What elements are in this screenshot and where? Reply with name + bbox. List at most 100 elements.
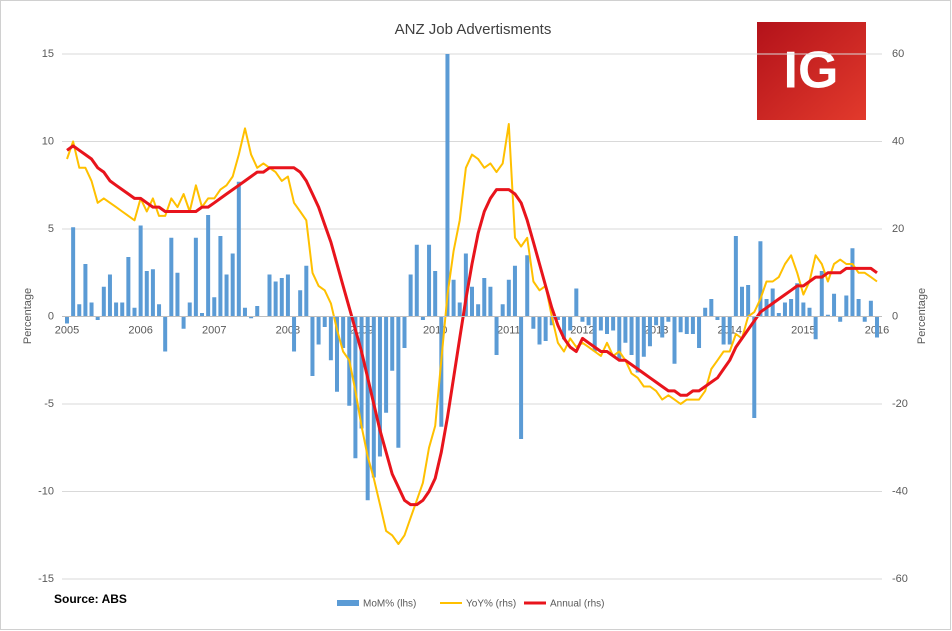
bar xyxy=(310,316,315,376)
bar xyxy=(555,316,560,320)
y2-tick-label: 0 xyxy=(892,310,898,322)
bar xyxy=(396,316,401,448)
x-tick-label: 2005 xyxy=(55,324,79,336)
bar xyxy=(451,279,456,317)
bar xyxy=(316,316,321,345)
bar xyxy=(721,316,726,345)
bar xyxy=(562,316,567,340)
bar xyxy=(801,302,806,317)
chart-title: ANZ Job Advertisments xyxy=(395,21,552,38)
legend-swatch xyxy=(337,600,359,606)
bar xyxy=(684,316,689,334)
bar xyxy=(193,237,198,317)
x-tick-label: 2007 xyxy=(202,324,226,336)
bar xyxy=(592,316,597,352)
bar xyxy=(672,316,677,364)
bar xyxy=(752,316,757,418)
bar xyxy=(83,264,88,317)
bar xyxy=(758,241,763,317)
bar xyxy=(776,313,781,317)
bar xyxy=(482,278,487,317)
bar xyxy=(703,307,708,317)
bar xyxy=(335,316,339,392)
bar xyxy=(715,316,720,320)
x-tick-label: 2006 xyxy=(128,324,152,336)
bar xyxy=(285,274,290,317)
bar xyxy=(273,281,278,317)
bar xyxy=(690,316,695,334)
x-tick-label: 2013 xyxy=(644,324,668,336)
bar xyxy=(304,265,309,317)
bar xyxy=(629,316,634,355)
bar xyxy=(255,306,260,317)
bar xyxy=(359,316,364,429)
bar xyxy=(187,302,192,317)
bar xyxy=(537,316,542,345)
bar xyxy=(875,316,879,338)
y-tick-label: 0 xyxy=(48,310,54,322)
bar xyxy=(414,244,419,317)
bar xyxy=(856,299,861,317)
bar xyxy=(292,316,297,352)
bar xyxy=(819,271,824,317)
bar xyxy=(384,316,389,413)
bar xyxy=(868,300,873,317)
bar xyxy=(175,272,180,317)
logo: IG xyxy=(784,42,839,100)
bar xyxy=(132,307,137,317)
bar xyxy=(844,295,849,317)
bar xyxy=(709,299,714,317)
bar xyxy=(95,316,100,320)
bar xyxy=(89,302,94,317)
y-tick-label: -5 xyxy=(44,398,54,410)
bar xyxy=(500,304,505,317)
legend: MoM% (lhs) YoY% (rhs) Annual (rhs) xyxy=(337,599,604,610)
bar xyxy=(568,316,573,331)
bar xyxy=(120,302,125,317)
bar xyxy=(445,54,450,317)
bar xyxy=(65,316,69,324)
bar xyxy=(795,283,800,317)
bar xyxy=(420,316,425,320)
bar xyxy=(746,285,751,317)
bar xyxy=(666,316,671,322)
bar xyxy=(580,316,585,322)
bar xyxy=(101,286,106,317)
y2-tick-label: 60 xyxy=(892,48,904,60)
bar xyxy=(371,316,376,478)
y2-tick-label: -60 xyxy=(892,573,908,585)
bar xyxy=(150,269,155,317)
bar xyxy=(298,290,303,317)
bar xyxy=(377,316,382,457)
bar xyxy=(144,271,149,317)
y-tick-label: -10 xyxy=(38,485,54,497)
bar xyxy=(408,274,413,317)
bar xyxy=(611,316,616,331)
bar xyxy=(138,225,143,317)
bar xyxy=(200,313,204,317)
logo-box xyxy=(757,22,866,120)
bar xyxy=(212,297,217,317)
bar xyxy=(463,253,468,317)
bar xyxy=(390,316,395,371)
bar xyxy=(697,316,702,348)
x-tick-label: 2012 xyxy=(570,324,594,336)
y-tick-label: 10 xyxy=(42,135,54,147)
y2-tick-label: -40 xyxy=(892,485,908,497)
bar xyxy=(512,265,517,317)
bar xyxy=(519,316,524,439)
bar xyxy=(230,253,235,317)
bar xyxy=(740,286,744,317)
bar xyxy=(107,274,112,317)
bar xyxy=(457,302,462,317)
bar xyxy=(494,316,499,355)
bar xyxy=(789,299,794,317)
bar xyxy=(525,255,530,317)
x-tick-label: 2011 xyxy=(497,324,521,336)
bar xyxy=(236,181,241,317)
bar xyxy=(654,316,659,326)
legend-label: YoY% (rhs) xyxy=(466,599,516,610)
bar xyxy=(574,288,579,317)
bar xyxy=(470,286,474,317)
